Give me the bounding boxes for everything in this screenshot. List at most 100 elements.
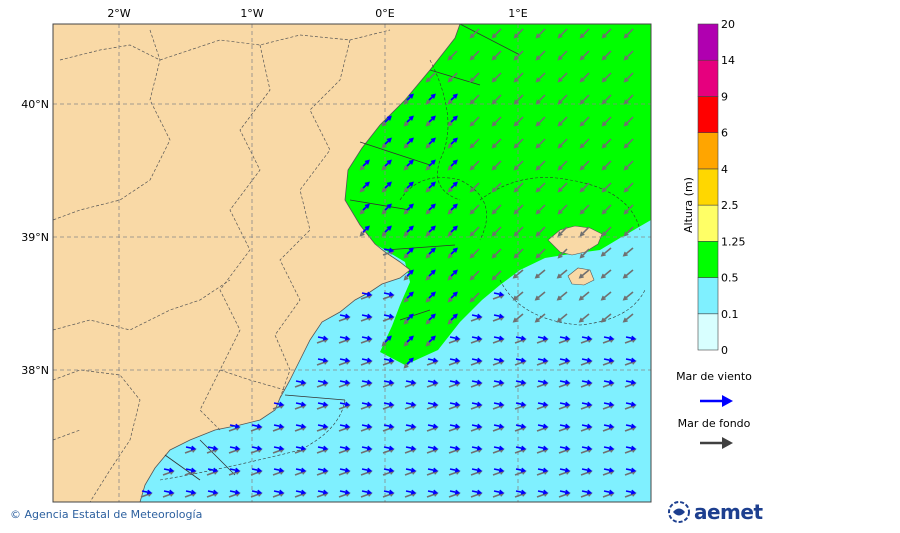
wind-sea-arrow [471,490,481,494]
colorbar-segment [697,204,719,242]
wind-sea-arrow [364,181,370,187]
wind-sea-arrow [229,468,239,472]
swell-arrow [535,231,541,237]
swell-arrow [425,187,431,193]
wind-sea-arrow [361,292,371,296]
swell-arrow [623,291,634,301]
wind-sea-arrow [603,490,613,494]
swell-arrow [447,231,453,237]
wind-sea-arrow [454,335,461,341]
wind-sea-arrow [322,489,329,495]
wind-sea-arrow [476,357,483,363]
wind-sea-arrow [625,336,635,340]
wind-sea-arrow [229,446,239,450]
swell-arrow [403,363,409,369]
wind-sea-arrow [405,402,415,406]
swell-arrow [623,313,634,323]
wind-sea-arrow [383,380,393,384]
swell-arrow [601,269,612,279]
colorbar-segment [697,132,719,170]
wind-sea-arrow [430,335,436,341]
swell-arrow [469,160,480,171]
swell-arrow [513,165,519,171]
swell-arrow [513,187,519,193]
swell-arrow [403,341,409,347]
wind-sea-arrow [408,335,414,341]
longitude-labels: 2°W 1°W 0°E 1°E [107,7,527,20]
swell-arrow [513,143,519,149]
wind-sea-arrow [168,489,175,495]
wind-sea-arrow [625,380,635,384]
swell-arrow [447,297,453,303]
swell-arrow [557,99,563,105]
aemet-logo-icon [668,501,690,523]
colorbar-tick-label: 0 [721,344,728,357]
wind-sea-arrow [515,490,525,494]
wind-sea-arrow [542,423,549,429]
swell-arrow [623,116,634,127]
wind-sea-arrow [361,358,371,362]
swell-arrow [535,165,541,171]
swell-arrow [469,55,475,61]
wind-sea-arrow [408,203,414,209]
wind-sea-arrow [608,489,615,495]
wind-sea-arrow [452,137,458,143]
swell-arrow [535,99,541,105]
wind-sea-arrow [344,401,351,407]
wind-sea-arrow [603,358,613,362]
wind-sea-arrow [471,336,481,340]
swell-arrow [623,160,634,171]
wind-sea-arrow [449,402,459,406]
wind-sea-arrow [476,445,483,451]
swell-arrow [491,33,497,39]
wind-sea-arrow [586,401,593,407]
swell-arrow [491,121,497,127]
swell-arrow [535,182,546,193]
swell-arrow [557,231,563,237]
wind-sea-arrow [322,335,329,341]
swell-arrow [535,143,541,149]
wind-sea-arrow [185,468,195,472]
wind-sea-arrow [452,181,458,187]
swell-arrow [491,187,497,193]
swell-arrow [469,99,475,105]
wind-sea-arrow [256,467,263,473]
wind-sea-arrow [366,423,373,429]
swell-arrow [513,121,519,127]
wind-sea-arrow [520,379,527,385]
swell-arrow [557,204,568,215]
wind-sea-arrow [317,358,327,362]
wind-sea-arrow [386,159,392,165]
swell-arrow [601,138,612,149]
swell-arrow [557,248,568,259]
swell-arrow [491,116,502,127]
swell-arrow [535,291,546,301]
swell-arrow [513,99,519,105]
wind-sea-arrow [515,468,525,472]
wind-sea-arrow [256,445,263,451]
swell-arrow [534,295,540,301]
swell-arrow [579,187,585,193]
wind-sea-arrow [388,489,395,495]
swell-arrow [425,77,431,83]
wind-sea-arrow [498,445,505,451]
swell-arrow [534,273,540,279]
wind-sea-arrow [388,291,395,297]
wave-height-legend: Altura (m) 0 0.1 0.5 1.25 2.5 4 6 9 14 20 [682,18,746,357]
swell-arrow [579,209,585,215]
wind-sea-arrow [366,467,373,473]
wind-sea-arrow [408,269,414,275]
wind-sea-arrow [452,225,458,231]
wind-sea-arrow [300,401,307,407]
swell-arrow [601,121,607,127]
wind-sea-arrow [476,401,483,407]
wind-sea-arrow [603,380,613,384]
wind-sea-arrow [427,402,437,406]
wind-sea-arrow [564,467,571,473]
swell-arrow [623,143,629,149]
wind-sea-arrow [212,445,219,451]
swell-arrow [403,275,409,281]
wave-direction-arrows [140,28,637,498]
wind-sea-arrow [581,424,591,428]
swell-arrow [623,182,634,193]
